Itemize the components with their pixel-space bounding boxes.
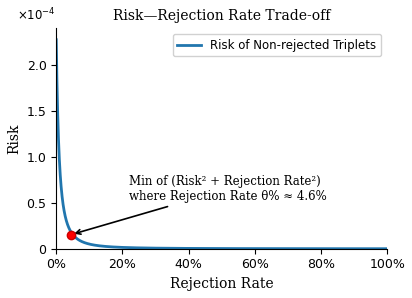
Text: Min of (Risk² + Rejection Rate²)
where Rejection Rate θ% ≈ 4.6%: Min of (Risk² + Rejection Rate²) where R… [76,175,327,234]
Line: Risk of Non-rejected Triplets: Risk of Non-rejected Triplets [56,40,387,249]
X-axis label: Rejection Rate: Rejection Rate [170,277,274,291]
Legend: Risk of Non-rejected Triplets: Risk of Non-rejected Triplets [173,34,381,57]
Risk of Non-rejected Triplets [195,247,200,250]
Text: $\times10^{-4}$: $\times10^{-4}$ [16,7,55,24]
Risk of Non-rejected Triplets [54,38,59,41]
Risk of Non-rejected Triplets [180,246,185,250]
Risk of Non-rejected Triplets [91,243,96,247]
Risk of Non-rejected Triplets [342,247,347,251]
Title: Risk—Rejection Rate Trade-off: Risk—Rejection Rate Trade-off [113,9,330,23]
Risk of Non-rejected Triplets [111,245,116,249]
Risk of Non-rejected Triplets [378,247,383,251]
Risk of Non-rejected Triplets [385,247,390,251]
Y-axis label: Risk: Risk [7,123,21,154]
